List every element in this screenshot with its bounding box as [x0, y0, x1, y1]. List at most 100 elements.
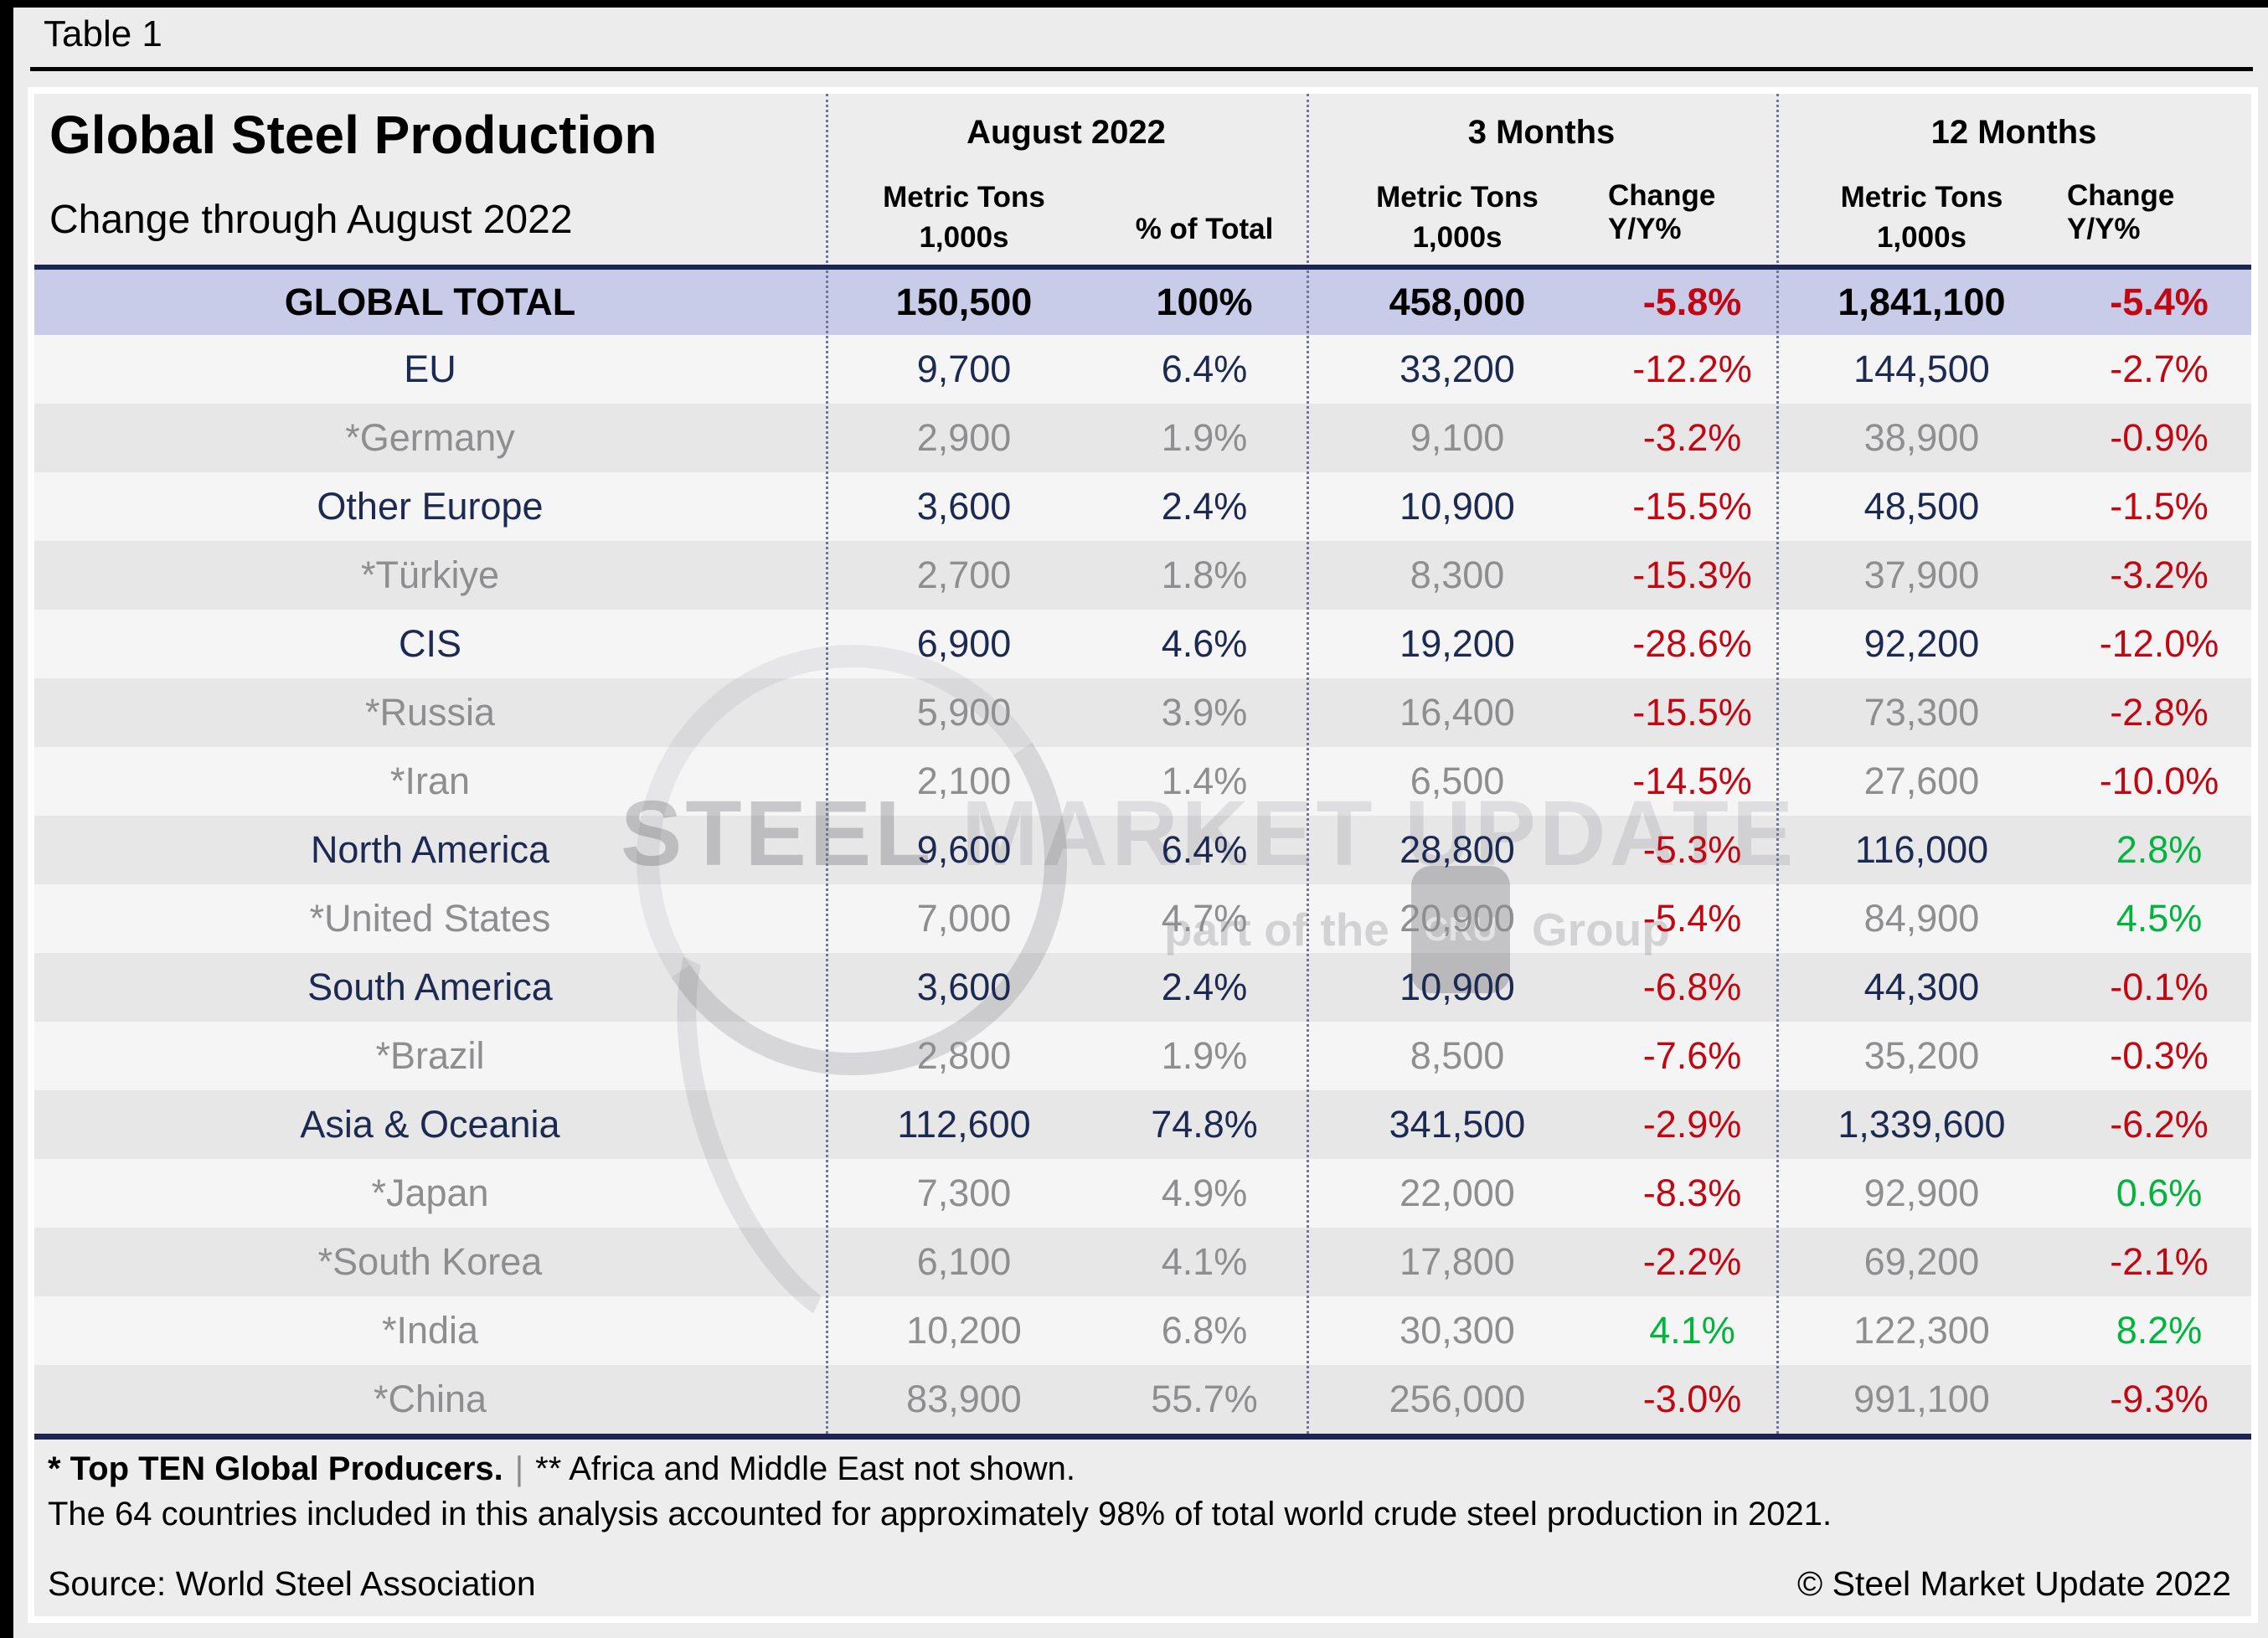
row-label: Other Europe: [317, 485, 544, 528]
aug-pct-of-total: 4.9%: [1161, 1172, 1248, 1214]
12mo-change-yy: 4.5%: [2116, 897, 2203, 940]
aug-pct-of-total: 1.9%: [1161, 416, 1248, 459]
metric-tons-line1: Metric Tons: [1376, 181, 1539, 214]
table-header: August 2022 3 Months 12 Months Metric To…: [34, 94, 2251, 265]
title-block: Global Steel Production Change through A…: [49, 104, 657, 243]
metric-tons-line2: 1,000s: [1876, 221, 1967, 254]
footnote-separator: |: [514, 1450, 524, 1487]
aug-metric-tons: 9,600: [916, 828, 1012, 871]
table-row: *Türkiye 2,700 1.8% 8,300 -15.3% 37,900 -3.2%: [34, 541, 2251, 610]
3mo-metric-tons: 256,000: [1389, 1378, 1526, 1420]
12mo-metric-tons: 44,300: [1863, 966, 1980, 1008]
aug-metric-tons: 2,700: [916, 554, 1012, 596]
row-label: *India: [381, 1309, 479, 1352]
table-row: North America 9,600 6.4% 28,800 -5.3% 116,000…: [34, 816, 2251, 884]
row-label: GLOBAL TOTAL: [284, 281, 576, 323]
12mo-change-yy: -10.0%: [2099, 760, 2219, 802]
footnote-producers: * Top TEN Global Producers. | ** Africa an…: [48, 1450, 1075, 1488]
3mo-metric-tons: 28,800: [1399, 828, 1515, 871]
row-label: *Iran: [389, 760, 471, 802]
aug-pct-of-total: 1.4%: [1161, 760, 1248, 802]
table-row: *China 83,900 55.7% 256,000 -3.0% 991,100 -9.3…: [34, 1365, 2251, 1434]
3mo-metric-tons: 341,500: [1389, 1103, 1526, 1146]
source-text: Source: World Steel Association: [48, 1564, 536, 1603]
table-row: EU 9,700 6.4% 33,200 -12.2% 144,500 -2.7%: [34, 335, 2251, 404]
12mo-change-yy: -0.1%: [2110, 966, 2209, 1008]
aug-metric-tons: 2,100: [916, 760, 1012, 802]
row-label: CIS: [398, 622, 461, 665]
aug-metric-tons: 6,900: [916, 622, 1012, 665]
3mo-change-yy: -15.5%: [1632, 691, 1752, 734]
metric-tons-line1: Metric Tons: [883, 181, 1045, 214]
row-label: *Germany: [345, 416, 515, 459]
12mo-change-yy: -0.9%: [2110, 416, 2209, 459]
metric-tons-line2: 1,000s: [919, 221, 1009, 254]
12mo-change-yy: 8.2%: [2116, 1309, 2203, 1352]
aug-metric-tons: 2,900: [916, 416, 1012, 459]
3mo-change-yy: -5.8%: [1642, 281, 1742, 323]
metric-tons-line1: Metric Tons: [1840, 181, 2003, 214]
page-title: Global Steel Production: [49, 105, 657, 165]
3mo-change-yy: -7.6%: [1642, 1034, 1742, 1077]
aug-metric-tons: 3,600: [916, 485, 1012, 528]
aug-pct-of-total: 1.9%: [1161, 1034, 1248, 1077]
global-total-row: GLOBAL TOTAL 150,500 100% 458,000 -5.8% …: [34, 270, 2251, 335]
aug-pct-of-total: 1.8%: [1161, 554, 1248, 596]
12mo-change-yy: -6.2%: [2110, 1103, 2209, 1146]
3mo-metric-tons: 30,300: [1399, 1309, 1515, 1352]
col-header-3mo-metric-tons: Metric Tons 1,000s: [1307, 171, 1608, 265]
12mo-metric-tons: 73,300: [1863, 691, 1980, 734]
3mo-change-yy: -3.0%: [1642, 1378, 1742, 1420]
3mo-metric-tons: 8,500: [1410, 1034, 1505, 1077]
12mo-metric-tons: 92,200: [1863, 622, 1980, 665]
table-row: *Germany 2,900 1.9% 9,100 -3.2% 38,900 -0.9%: [34, 404, 2251, 472]
12mo-change-yy: -9.3%: [2110, 1378, 2209, 1420]
aug-metric-tons: 150,500: [895, 281, 1033, 323]
group-header-12-months: 12 Months: [1930, 113, 2097, 151]
row-label: *China: [373, 1378, 487, 1420]
12mo-change-yy: 2.8%: [2116, 828, 2203, 871]
12mo-metric-tons: 84,900: [1863, 897, 1980, 940]
12mo-change-yy: -0.3%: [2110, 1034, 2209, 1077]
table-card: STEEL MARKET UPDATE part of the CRU Grou…: [28, 87, 2258, 1623]
3mo-metric-tons: 33,200: [1399, 348, 1515, 390]
table-row: *Japan 7,300 4.9% 22,000 -8.3% 92,900 0.6%: [34, 1159, 2251, 1228]
header-divider-rule: [34, 265, 2251, 270]
12mo-change-yy: -1.5%: [2110, 485, 2209, 528]
table-row: CIS 6,900 4.6% 19,200 -28.6% 92,200 -12.0%: [34, 610, 2251, 678]
aug-pct-of-total: 100%: [1156, 281, 1253, 323]
aug-metric-tons: 3,600: [916, 966, 1012, 1008]
table-body: EU 9,700 6.4% 33,200 -12.2% 144,500 -2.7% *Germ…: [34, 335, 2251, 1434]
row-label: North America: [310, 828, 550, 871]
12mo-metric-tons: 1,339,600: [1838, 1103, 2006, 1146]
12mo-change-yy: -3.2%: [2110, 554, 2209, 596]
3mo-change-yy: -12.2%: [1632, 348, 1752, 390]
3mo-metric-tons: 20,900: [1399, 897, 1515, 940]
3mo-metric-tons: 22,000: [1399, 1172, 1515, 1214]
3mo-metric-tons: 458,000: [1389, 281, 1526, 323]
3mo-metric-tons: 17,800: [1399, 1240, 1515, 1283]
row-label: *Türkiye: [360, 554, 500, 596]
footnote-africa-me: ** Africa and Middle East not shown.: [535, 1450, 1075, 1487]
3mo-change-yy: -6.8%: [1642, 966, 1742, 1008]
table-row: *United States 7,000 4.7% 20,900 -5.4% 84,900…: [34, 884, 2251, 953]
column-separator: [826, 94, 828, 1440]
row-label: *Japan: [371, 1172, 489, 1214]
3mo-change-yy: -5.3%: [1642, 828, 1742, 871]
table-row: *Iran 2,100 1.4% 6,500 -14.5% 27,600 -10.0%: [34, 747, 2251, 816]
aug-pct-of-total: 2.4%: [1161, 966, 1248, 1008]
12mo-metric-tons: 1,841,100: [1838, 281, 2006, 323]
12mo-metric-tons: 92,900: [1863, 1172, 1980, 1214]
table-row: *Russia 5,900 3.9% 16,400 -15.5% 73,300 -2.8%: [34, 678, 2251, 747]
table-row: Other Europe 3,600 2.4% 10,900 -15.5% 48,500 -…: [34, 472, 2251, 541]
3mo-change-yy: -14.5%: [1632, 760, 1752, 802]
3mo-change-yy: -8.3%: [1642, 1172, 1742, 1214]
page-subtitle: Change through August 2022: [49, 198, 573, 242]
aug-metric-tons: 83,900: [906, 1378, 1022, 1420]
col-header-pct-of-total: % of Total: [1135, 213, 1274, 245]
group-header-3-months: 3 Months: [1467, 113, 1616, 151]
12mo-change-yy: -2.1%: [2110, 1240, 2209, 1283]
copyright-text: © Steel Market Update 2022: [1797, 1564, 2231, 1603]
row-label: *South Korea: [317, 1240, 543, 1283]
